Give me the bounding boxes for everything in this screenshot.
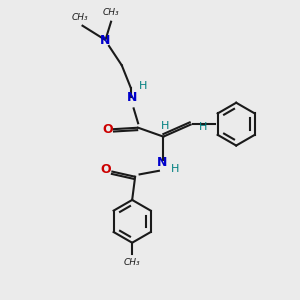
Text: H: H [199, 122, 207, 131]
Text: O: O [101, 164, 111, 176]
Text: H: H [138, 81, 147, 91]
Text: N: N [127, 92, 137, 104]
Text: H: H [161, 121, 169, 131]
Text: O: O [102, 123, 113, 136]
Text: CH₃: CH₃ [103, 8, 120, 17]
Text: CH₃: CH₃ [72, 13, 88, 22]
Text: N: N [157, 156, 167, 169]
Text: N: N [100, 34, 111, 46]
Text: H: H [171, 164, 179, 174]
Text: CH₃: CH₃ [124, 258, 140, 267]
